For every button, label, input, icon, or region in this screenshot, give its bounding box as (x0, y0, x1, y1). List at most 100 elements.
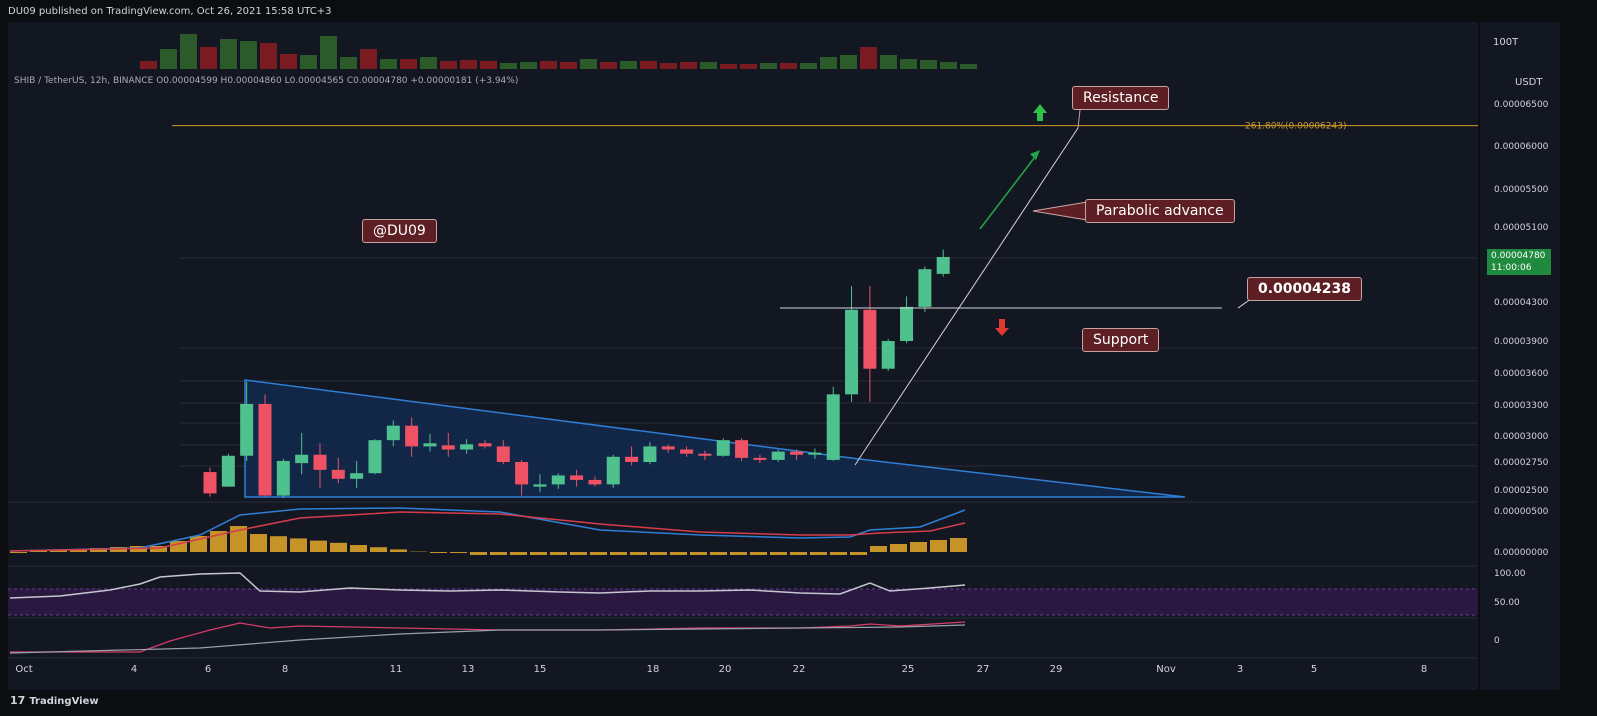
volume-bar (800, 63, 817, 69)
price-tick-label: 0.00006500 (1494, 100, 1549, 110)
volume-bar (280, 54, 297, 69)
price-tick-label: 0.00005500 (1494, 185, 1549, 195)
candle-body (515, 462, 529, 485)
descending-triangle (244, 379, 1186, 498)
macd-histogram-bar (310, 540, 327, 552)
volume-bar (600, 62, 617, 69)
time-tick-label: 13 (462, 664, 475, 675)
price-tick-label: 0.00003000 (1494, 432, 1549, 442)
time-tick-label: 8 (1421, 664, 1427, 675)
published-header: DU09 published on TradingView.com, Oct 2… (8, 6, 332, 17)
time-tick-label: 6 (205, 664, 211, 675)
candle-body (405, 425, 419, 447)
macd-line (9, 507, 966, 552)
macd-histogram-bar (830, 552, 847, 555)
macd-histogram-bar (390, 549, 407, 552)
macd-histogram-bar (330, 542, 347, 552)
macd-histogram-bar (550, 552, 567, 555)
parabolic-trendline (854, 127, 1079, 466)
price-tick-label: 0.00003300 (1494, 401, 1549, 411)
candle-body (258, 403, 272, 496)
volume-bar (840, 55, 857, 69)
candle-body (203, 472, 217, 494)
macd-histogram-bar (870, 546, 887, 552)
candle-body (936, 257, 950, 274)
volume-bar (160, 49, 177, 69)
macd-histogram-bar (170, 541, 187, 552)
volume-bar (900, 59, 917, 69)
macd-histogram-bar (250, 534, 267, 552)
tradingview-logo-icon: 17 (10, 694, 26, 707)
candle-body (790, 451, 804, 455)
macd-histogram-bar (650, 552, 667, 555)
volume-bar (140, 61, 157, 69)
macd-histogram-bar (150, 546, 167, 552)
time-tick-label: 20 (719, 664, 732, 675)
candle-body (625, 456, 639, 462)
volume-bar (300, 55, 317, 69)
macd-histogram-bar (530, 552, 547, 555)
fib-261-label: 261.80%(0.00006243) (1245, 122, 1346, 132)
volume-bar (680, 62, 697, 69)
candle-body (551, 475, 565, 485)
plot-background (8, 22, 1478, 690)
volume-bar (320, 36, 337, 69)
macd-histogram-bar (90, 548, 107, 552)
volume-bar (660, 63, 677, 69)
price-tick-label: 0.00002500 (1494, 486, 1549, 496)
candle-body (276, 460, 290, 496)
time-tick-label: 15 (534, 664, 547, 675)
candle-body (606, 456, 620, 485)
macd-histogram-bar (30, 551, 47, 552)
volume-bar (220, 39, 237, 69)
price-tick-label: 0.00003900 (1494, 337, 1549, 347)
volume-bar (440, 61, 457, 69)
tradingview-footer[interactable]: 17 TradingView (10, 694, 99, 707)
candle-body (661, 446, 675, 450)
current-price-value: 0.00004780 (1491, 251, 1546, 261)
volume-bar (640, 61, 657, 69)
price-tick-label: 0.00006000 (1494, 142, 1549, 152)
candle-body (735, 440, 749, 458)
volume-axis-label: 100T (1493, 37, 1519, 48)
volume-bar (920, 60, 937, 69)
macd-signal-line (9, 511, 966, 552)
candle-body (845, 309, 859, 395)
time-tick-label: 27 (977, 664, 990, 675)
macd-histogram-bar (890, 544, 907, 552)
candle-body (588, 479, 602, 485)
candle-body (680, 449, 694, 454)
candle-body (643, 446, 657, 462)
parabolic-advance-label: Parabolic advance (1085, 199, 1235, 223)
volume-bar (420, 57, 437, 69)
volume-bar (460, 60, 477, 69)
macd-histogram-bar (810, 552, 827, 555)
down-arrow-icon (995, 319, 1009, 336)
candle-body (826, 394, 840, 460)
candle-body (716, 440, 730, 456)
currency-label: USDT (1515, 77, 1543, 88)
volume-bar (760, 63, 777, 69)
time-tick-label: Nov (1156, 664, 1176, 675)
time-tick-label: 29 (1050, 664, 1063, 675)
candle-body (918, 269, 932, 307)
macd-histogram-bar (930, 540, 947, 552)
candle-body (900, 306, 914, 341)
volume-bar (860, 47, 877, 69)
candle-body (478, 443, 492, 447)
macd-histogram-bar (770, 552, 787, 555)
volume-bar (240, 41, 257, 69)
candle-body (240, 403, 254, 456)
macd-tick-label: 0.00000000 (1494, 548, 1549, 558)
macd-histogram-bar (570, 552, 587, 555)
macd-histogram-bar (710, 552, 727, 555)
macd-histogram-bar (370, 547, 387, 552)
candle-body (386, 425, 400, 441)
candle-body (570, 475, 584, 480)
candle-body (313, 454, 327, 470)
macd-histogram-bar (690, 552, 707, 555)
candle-body (881, 341, 895, 369)
volume-bar (720, 64, 737, 69)
